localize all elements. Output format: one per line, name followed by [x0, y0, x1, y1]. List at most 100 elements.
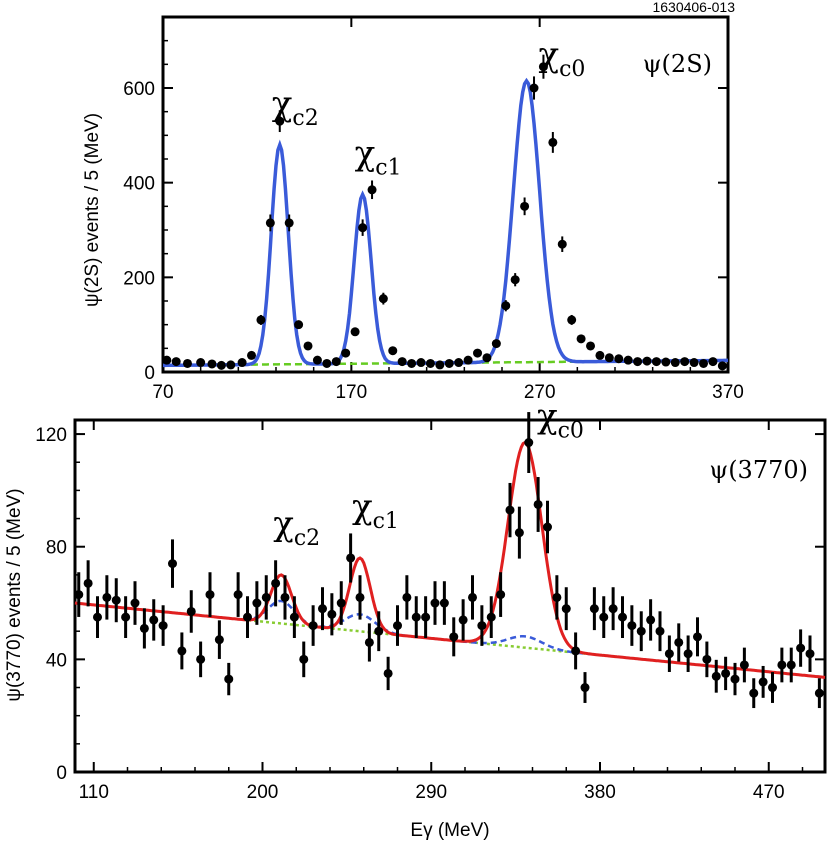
top-data-point	[331, 357, 341, 367]
top-data-point	[216, 360, 226, 370]
bottom-data-point	[608, 604, 618, 614]
bottom-peak-label-sub: c1	[373, 509, 399, 534]
top-data-point	[207, 359, 217, 369]
top-data-point	[501, 301, 511, 311]
bottom-peak-label-base: χ	[273, 504, 294, 544]
bottom-data-point	[505, 505, 515, 515]
bottom-data-point	[214, 635, 224, 645]
top-data-point	[378, 294, 388, 304]
bottom-peak-label-base: χ	[352, 487, 373, 527]
top-data-point	[670, 358, 680, 368]
top-data-point	[717, 361, 727, 371]
bottom-data-point	[758, 677, 768, 687]
bottom-data-point	[777, 660, 787, 670]
bottom-data-point	[664, 649, 674, 659]
bottom-x-tick-label: 380	[584, 782, 616, 803]
bottom-data-point	[93, 612, 102, 622]
top-data-point	[444, 358, 454, 368]
top-y-tick-label: 200	[123, 268, 155, 289]
top-y-tick-label: 400	[123, 174, 155, 195]
bottom-data-point	[402, 592, 412, 602]
top-y-axis-label: ψ(2S) events / 5 (MeV)	[82, 113, 103, 307]
top-data-point	[237, 358, 247, 368]
top-x-tick-label: 270	[524, 382, 556, 403]
bottom-data-point	[580, 683, 590, 693]
top-peak-label-base: χ	[538, 35, 559, 75]
top-data-point	[463, 355, 473, 365]
top-data-point	[482, 353, 492, 363]
top-data-point	[341, 348, 351, 358]
bottom-data-point	[261, 592, 271, 602]
bottom-data-point	[805, 649, 815, 659]
bottom-data-point	[739, 660, 749, 670]
top-data-point	[642, 356, 652, 366]
bottom-ticks: 110 200 290 380 470 0 40 80 120	[35, 420, 825, 803]
bottom-data-point	[749, 688, 759, 698]
bottom-peak-label-c2: χc2	[273, 504, 320, 551]
bottom-data-point	[233, 590, 243, 600]
top-peak-label-sub: c2	[292, 106, 318, 131]
bottom-data-point	[721, 668, 731, 678]
top-ticks: 70 170 270 370 0 200 400 600	[123, 16, 744, 403]
bottom-data-point	[477, 621, 487, 631]
bottom-data-point	[655, 626, 665, 636]
bottom-data-point	[439, 598, 449, 608]
bottom-data-point	[711, 671, 721, 681]
bottom-data-point	[111, 595, 121, 605]
bottom-data-point	[139, 623, 149, 633]
top-data-point	[708, 357, 718, 367]
bottom-data-point	[561, 604, 571, 614]
bottom-data-point	[364, 637, 374, 647]
bottom-data-point	[383, 668, 393, 678]
bottom-data-point	[702, 654, 712, 664]
bottom-points	[74, 412, 824, 709]
top-data-point	[699, 358, 709, 368]
bottom-peak-label-sub: c2	[294, 526, 320, 551]
bottom-panel-label: ψ(3770)	[709, 456, 808, 484]
top-data-point	[407, 358, 417, 368]
bottom-data-point	[449, 632, 459, 642]
top-data-point	[367, 185, 377, 195]
bottom-data-point	[796, 643, 806, 653]
top-panel-label: ψ(2S)	[643, 50, 712, 78]
bottom-data-point	[186, 606, 196, 616]
top-peak-label-sub: c0	[559, 57, 585, 82]
bottom-data-point	[299, 654, 309, 664]
top-data-point	[226, 360, 236, 370]
top-data-point	[312, 355, 322, 365]
bottom-peak-label-base: χ	[537, 397, 558, 437]
bottom-data-point	[289, 612, 299, 622]
bottom-data-point	[730, 674, 740, 684]
top-peak-label-sub: c1	[375, 156, 401, 181]
bottom-peak-label-c0: χc0	[537, 397, 584, 444]
top-data-point	[171, 357, 181, 367]
bottom-x-tick-label: 110	[79, 782, 109, 803]
top-data-point	[358, 223, 368, 233]
bottom-x-axis-label: Eγ (MeV)	[410, 820, 489, 841]
bottom-data-point	[814, 688, 824, 698]
bottom-y-tick-label: 80	[46, 538, 67, 559]
top-data-point	[294, 320, 304, 330]
top-data-point	[182, 358, 192, 368]
bottom-data-point	[486, 612, 496, 622]
top-data-point	[586, 341, 596, 351]
bottom-data-point	[327, 609, 337, 619]
bottom-data-point	[318, 604, 327, 614]
bottom-data-point	[683, 649, 693, 659]
bottom-data-point	[149, 615, 159, 625]
top-data-point	[491, 339, 501, 349]
bottom-data-point	[252, 598, 262, 608]
top-data-point	[435, 360, 445, 370]
top-data-point	[473, 348, 483, 358]
top-data-point	[680, 357, 690, 367]
bottom-data-point	[177, 646, 187, 656]
top-data-point	[510, 275, 520, 285]
top-data-point	[162, 355, 172, 365]
bottom-x-tick-label: 200	[247, 782, 279, 803]
top-peak-label-c1: χc1	[355, 134, 402, 181]
bottom-data-point	[496, 590, 506, 600]
bottom-data-point	[336, 598, 346, 608]
top-data-point	[275, 116, 285, 126]
